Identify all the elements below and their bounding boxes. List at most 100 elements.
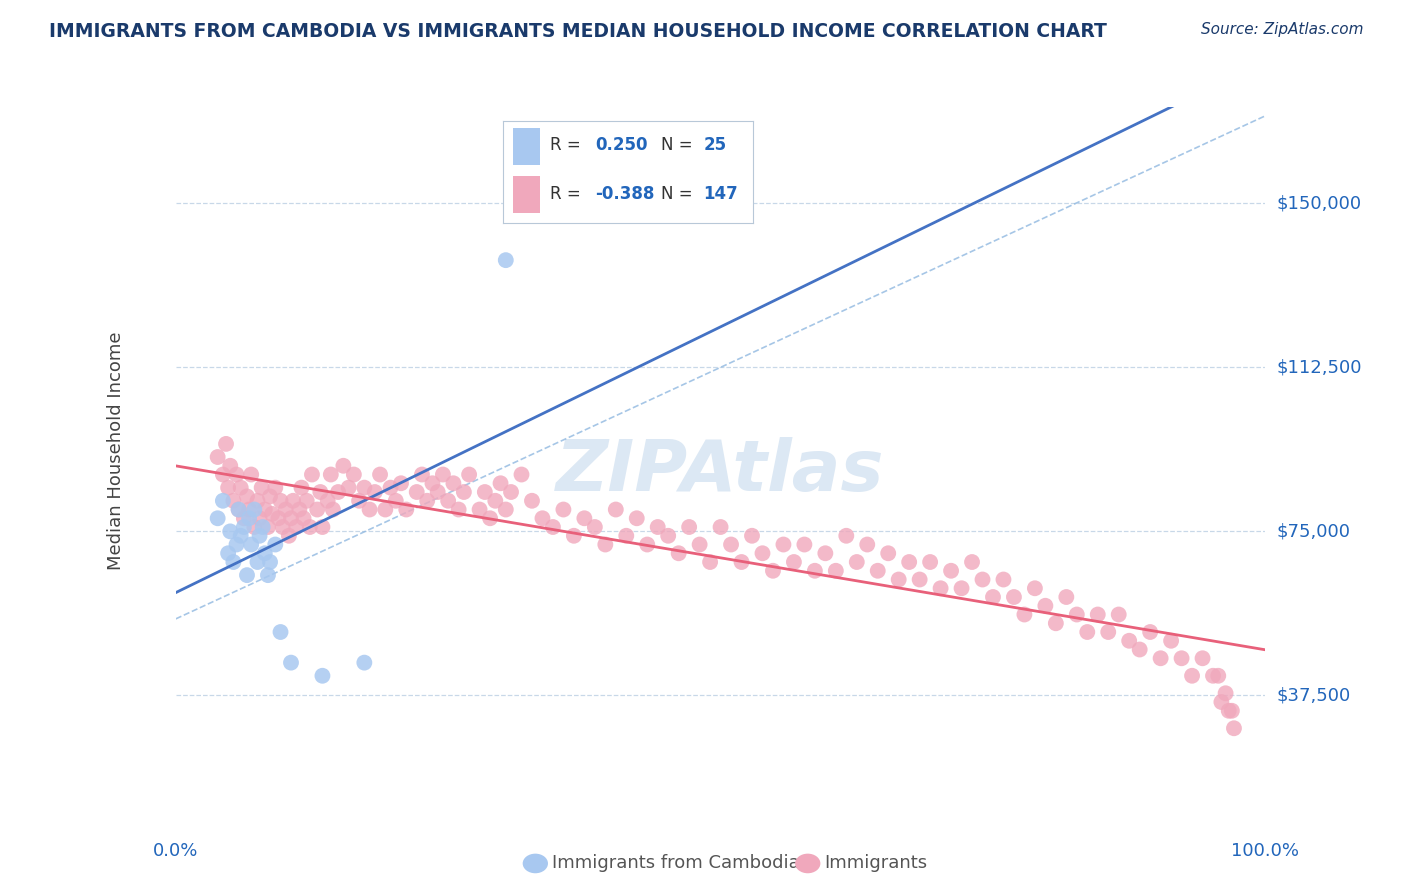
Point	[389, 476, 412, 491]
Point	[520, 493, 543, 508]
Text: $112,500: $112,500	[1277, 359, 1362, 376]
Point	[236, 568, 259, 582]
Point	[259, 489, 281, 503]
Point	[249, 529, 271, 543]
Point	[1223, 721, 1246, 735]
Point	[301, 467, 323, 482]
Point	[835, 529, 858, 543]
Point	[479, 511, 502, 525]
Point	[1191, 651, 1213, 665]
Point	[489, 476, 512, 491]
Point	[280, 656, 302, 670]
Point	[562, 529, 585, 543]
Point	[1215, 686, 1237, 700]
Bar	[513, 176, 540, 213]
Point	[257, 520, 280, 534]
Point	[262, 507, 284, 521]
Point	[343, 467, 366, 482]
Point	[364, 485, 387, 500]
Point	[236, 489, 259, 503]
Point	[866, 564, 889, 578]
Point	[458, 467, 481, 482]
Point	[253, 546, 276, 560]
Point	[285, 520, 308, 534]
Text: $75,000: $75,000	[1277, 523, 1351, 541]
Point	[311, 520, 333, 534]
Point	[207, 450, 229, 464]
Point	[222, 555, 245, 569]
Point	[574, 511, 596, 525]
Point	[1129, 642, 1152, 657]
Point	[939, 564, 962, 578]
Point	[228, 502, 250, 516]
Point	[271, 520, 294, 534]
Point	[212, 467, 235, 482]
Point	[1045, 616, 1067, 631]
Point	[252, 520, 274, 534]
Point	[250, 481, 273, 495]
Point	[307, 502, 329, 516]
Point	[225, 537, 247, 551]
Point	[1097, 625, 1119, 640]
Point	[246, 493, 269, 508]
Point	[259, 555, 281, 569]
Point	[212, 493, 235, 508]
Point	[972, 573, 994, 587]
Point	[311, 669, 333, 683]
Text: IMMIGRANTS FROM CAMBODIA VS IMMIGRANTS MEDIAN HOUSEHOLD INCOME CORRELATION CHART: IMMIGRANTS FROM CAMBODIA VS IMMIGRANTS M…	[49, 22, 1107, 41]
Point	[887, 573, 910, 587]
Text: 0.250: 0.250	[595, 136, 648, 154]
Point	[531, 511, 554, 525]
Point	[845, 555, 868, 569]
Point	[877, 546, 900, 560]
Point	[337, 481, 360, 495]
Point	[1035, 599, 1057, 613]
Point	[243, 520, 266, 534]
Point	[232, 511, 254, 525]
Point	[730, 555, 752, 569]
Point	[1170, 651, 1192, 665]
Point	[856, 537, 879, 551]
Point	[240, 537, 263, 551]
Point	[783, 555, 806, 569]
Point	[222, 493, 245, 508]
Point	[229, 529, 252, 543]
Point	[1118, 633, 1140, 648]
Point	[474, 485, 496, 500]
Point	[380, 481, 402, 495]
Point	[441, 476, 464, 491]
Point	[243, 502, 266, 516]
Point	[1206, 669, 1229, 683]
Point	[207, 511, 229, 525]
Point	[277, 529, 299, 543]
Point	[1149, 651, 1171, 665]
Point	[249, 511, 271, 525]
Point	[426, 485, 449, 500]
Point	[295, 493, 318, 508]
Point	[332, 458, 354, 473]
Point	[720, 537, 742, 551]
Text: Source: ZipAtlas.com: Source: ZipAtlas.com	[1201, 22, 1364, 37]
Point	[232, 520, 254, 534]
Point	[274, 502, 297, 516]
Point	[605, 502, 627, 516]
Point	[495, 502, 517, 516]
Point	[920, 555, 942, 569]
Point	[1139, 625, 1161, 640]
Point	[240, 467, 263, 482]
Point	[541, 520, 564, 534]
Point	[270, 625, 292, 640]
Point	[1066, 607, 1088, 622]
Point	[219, 458, 242, 473]
Point	[1211, 695, 1233, 709]
Text: 25: 25	[703, 136, 727, 154]
Point	[1160, 633, 1182, 648]
Point	[267, 511, 290, 525]
Point	[359, 502, 381, 516]
Point	[793, 537, 815, 551]
Point	[668, 546, 690, 560]
Point	[253, 502, 276, 516]
Point	[238, 502, 260, 516]
Point	[368, 467, 391, 482]
Point	[1181, 669, 1204, 683]
